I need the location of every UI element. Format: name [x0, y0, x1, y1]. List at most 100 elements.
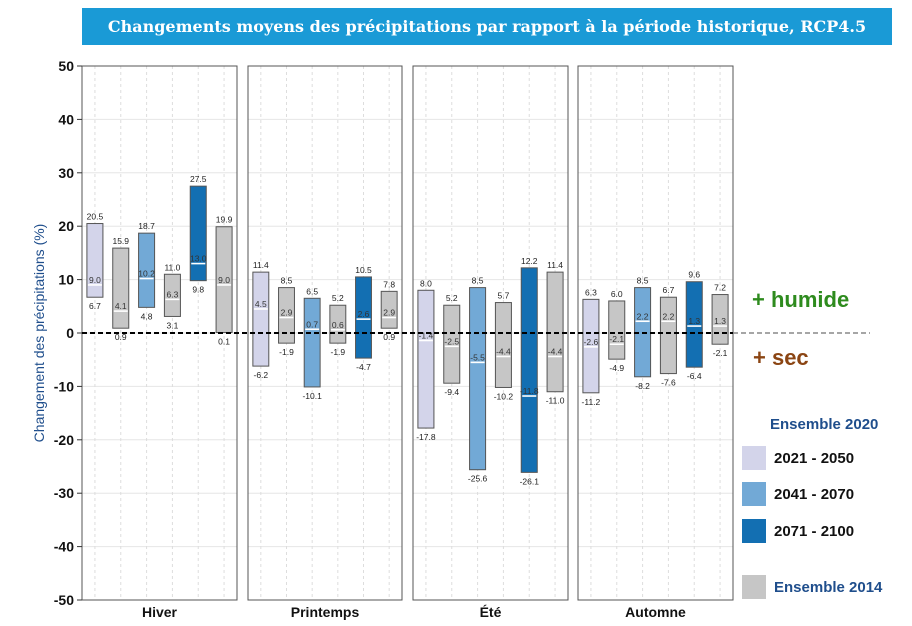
range-bar [417, 289, 435, 429]
data-label-low: 4.8 [141, 311, 153, 321]
data-label-low: -6.4 [687, 371, 702, 381]
data-label-mid: -4.4 [496, 346, 511, 356]
data-label-high: 11.4 [547, 260, 563, 270]
data-label-mid: 4.5 [255, 299, 267, 309]
legend-label-2014: Ensemble 2014 [774, 578, 883, 596]
range-bar [86, 223, 104, 298]
data-label-mid: 6.3 [167, 289, 179, 299]
data-label-high: 8.5 [472, 276, 484, 286]
data-label-high: 20.5 [87, 212, 104, 222]
data-label-high: 27.5 [190, 174, 207, 184]
range-bar [520, 267, 538, 473]
data-label-mid: 0.6 [332, 320, 344, 330]
data-label-low: -10.1 [302, 391, 322, 401]
range-bar [659, 296, 677, 375]
data-label-low: -11.2 [582, 397, 601, 407]
data-label-high: 12.2 [521, 256, 538, 266]
range-bar [494, 302, 512, 388]
y-tick-label: -50 [54, 592, 74, 608]
data-label-low: -7.6 [661, 378, 676, 388]
data-label-high: 5.7 [498, 291, 510, 301]
y-tick-label: 0 [66, 325, 74, 341]
range-bar [685, 281, 703, 368]
data-label-mid: 0.7 [306, 319, 318, 329]
data-label-mid: 2.9 [383, 308, 395, 318]
data-label-mid: -2.6 [584, 337, 599, 347]
data-label-mid: 9.0 [89, 275, 101, 285]
data-label-high: 6.5 [306, 286, 318, 296]
category-label: Automne [625, 604, 686, 620]
data-label-low: 6.7 [89, 301, 101, 311]
data-label-high: 19.9 [216, 215, 233, 225]
y-tick-label: -10 [54, 378, 74, 394]
data-label-mid: 4.1 [115, 301, 127, 311]
data-label-low: -6.2 [254, 370, 269, 380]
range-bar [303, 297, 321, 388]
data-label-low: 0.9 [383, 332, 395, 342]
legend-item-2014: Ensemble 2014 [742, 575, 882, 599]
legend-label: 2041 - 2070 [774, 485, 855, 503]
annotation-wet: + humide [752, 287, 850, 312]
data-label-mid: 1.3 [714, 316, 726, 326]
y-tick-label: 50 [58, 58, 74, 74]
data-label-mid: -2.5 [444, 336, 459, 346]
chart-title: Changements moyens des précipitations pa… [82, 8, 892, 45]
data-label-low: -8.2 [635, 381, 650, 391]
legend-item-2071-2100: 2071 - 2100 [742, 519, 854, 543]
data-label-low: -1.9 [331, 347, 346, 357]
y-tick-label: -20 [54, 432, 74, 448]
data-label-high: 10.5 [355, 265, 372, 275]
legend-swatch [742, 482, 766, 506]
y-tick-label: 30 [58, 165, 74, 181]
data-label-low: -9.4 [444, 387, 459, 397]
data-label-high: 6.7 [663, 285, 675, 295]
data-label-low: -25.6 [468, 474, 488, 484]
legend-label: 2071 - 2100 [774, 522, 855, 540]
range-bar [711, 294, 729, 345]
data-label-high: 8.0 [420, 278, 432, 288]
data-label-low: 0.9 [115, 332, 127, 342]
legend-item-2041-2070: 2041 - 2070 [742, 482, 854, 506]
data-label-mid: 2.6 [358, 309, 370, 319]
data-label-high: 11.4 [253, 260, 269, 270]
range-bar [215, 226, 233, 333]
data-label-high: 7.2 [714, 283, 726, 293]
legend-title-2020: Ensemble 2020 [770, 416, 879, 433]
data-label-low: -1.9 [279, 347, 294, 357]
data-label-low: -26.1 [520, 476, 540, 486]
data-label-mid: -4.4 [548, 346, 563, 356]
range-bar [163, 273, 181, 317]
data-label-mid: 9.0 [218, 275, 230, 285]
data-label-low: -10.2 [494, 391, 514, 401]
y-tick-label: 20 [58, 218, 74, 234]
data-label-mid: 1.3 [688, 316, 700, 326]
data-label-mid: -5.5 [470, 352, 485, 362]
range-bar [443, 304, 461, 384]
range-bar [380, 290, 398, 329]
data-label-low: 0.1 [218, 336, 230, 346]
data-label-low: -4.7 [356, 362, 371, 372]
legend-item-2021-2050: 2021 - 2050 [742, 446, 854, 470]
range-bar [608, 300, 626, 360]
data-label-high: 5.2 [332, 293, 344, 303]
range-bar [138, 232, 156, 308]
data-label-high: 5.2 [446, 293, 458, 303]
data-label-high: 11.0 [164, 262, 180, 272]
data-label-high: 8.5 [637, 276, 649, 286]
data-label-mid: 10.2 [138, 269, 155, 279]
category-label: Hiver [142, 604, 178, 620]
data-label-high: 6.3 [585, 287, 597, 297]
data-label-low: -11.0 [546, 396, 565, 406]
category-label: Printemps [291, 604, 360, 620]
range-bar [546, 271, 564, 393]
y-tick-label: -40 [54, 539, 74, 555]
data-label-mid: -11.8 [520, 386, 539, 396]
data-label-high: 6.0 [611, 289, 623, 299]
data-label-mid: 2.2 [663, 311, 675, 321]
data-label-high: 8.5 [281, 276, 293, 286]
y-tick-label: 40 [58, 111, 74, 127]
data-label-high: 7.8 [383, 279, 395, 289]
data-label-high: 15.9 [112, 236, 129, 246]
data-label-high: 18.7 [138, 221, 155, 231]
legend-swatch [742, 519, 766, 543]
